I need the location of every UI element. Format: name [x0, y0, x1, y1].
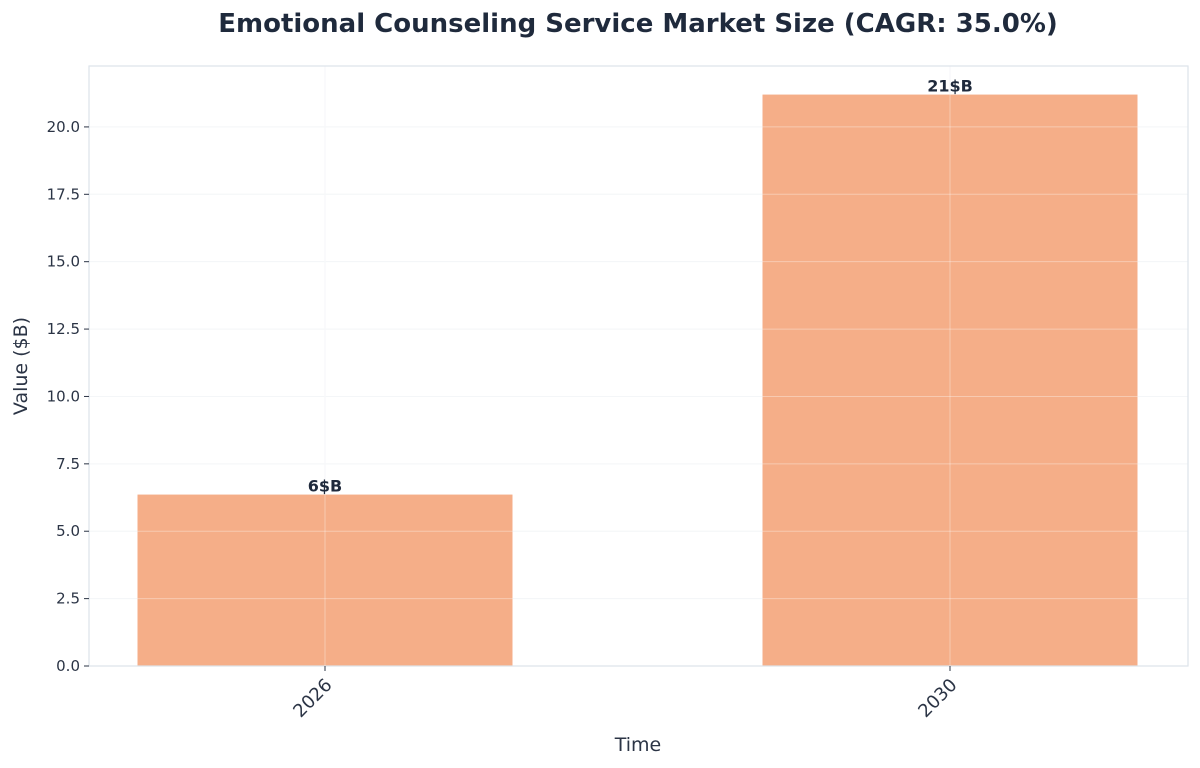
- chart-title: Emotional Counseling Service Market Size…: [218, 9, 1058, 39]
- y-tick-label: 2.5: [56, 590, 80, 608]
- x-tick-label: 2030: [914, 675, 961, 722]
- y-tick-label: 12.5: [47, 320, 80, 338]
- y-tick-label: 0.0: [56, 657, 80, 675]
- y-tick-label: 10.0: [47, 387, 80, 405]
- y-tick-label: 17.5: [47, 185, 80, 203]
- x-axis: 2026 2030: [289, 666, 962, 722]
- x-tick-label: 2026: [289, 675, 336, 722]
- y-tick-label: 7.5: [56, 455, 80, 473]
- data-labels: 6$B 21$B: [308, 77, 973, 496]
- y-axis: 0.0 2.5 5.0 7.5 10.0 12.5 15.0 17.5 20.0: [47, 118, 89, 675]
- bars: [137, 94, 1138, 667]
- bar-2030: [762, 94, 1138, 667]
- y-tick-label: 15.0: [47, 253, 80, 271]
- y-axis-label: Value ($B): [10, 317, 32, 415]
- data-label: 21$B: [927, 77, 973, 96]
- y-tick-label: 20.0: [47, 118, 80, 136]
- y-tick-label: 5.0: [56, 522, 80, 540]
- data-label: 6$B: [308, 477, 342, 496]
- plot-frame: [88, 65, 1189, 667]
- x-axis-label: Time: [614, 734, 662, 756]
- bar-2026: [137, 494, 513, 666]
